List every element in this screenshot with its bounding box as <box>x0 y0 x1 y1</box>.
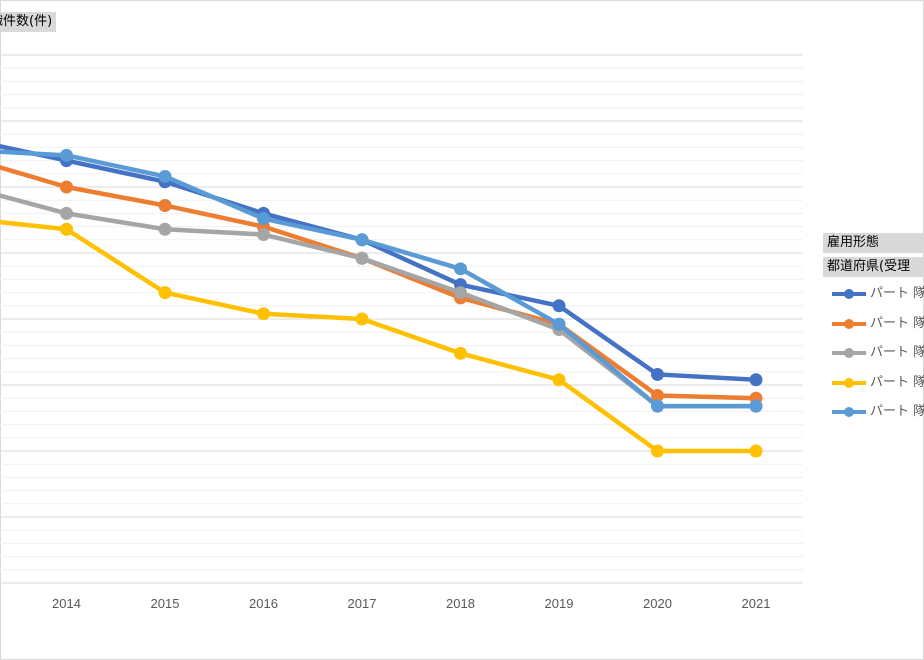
data-point[interactable] <box>158 286 172 300</box>
legend-label: パート 隊 <box>870 345 924 360</box>
legend-item[interactable]: パート 隊 <box>830 402 924 422</box>
legend-item[interactable]: パート 隊 <box>830 373 924 393</box>
data-point[interactable] <box>454 262 467 276</box>
legend-dot-swatch <box>844 348 854 358</box>
data-point[interactable] <box>60 222 73 236</box>
x-tick-label: 2015 <box>151 596 180 611</box>
data-point[interactable] <box>60 148 73 162</box>
data-point[interactable] <box>749 373 763 387</box>
x-tick-label: 2021 <box>742 596 771 611</box>
data-point[interactable] <box>257 307 270 321</box>
data-point[interactable] <box>60 180 73 194</box>
x-tick-label: 2016 <box>249 596 278 611</box>
data-point[interactable] <box>158 169 172 183</box>
legend-field-button-employment-type[interactable]: 雇用形態 <box>823 233 924 253</box>
legend-marker-icon <box>832 318 866 329</box>
data-point[interactable] <box>355 312 369 326</box>
series-layer <box>0 144 763 458</box>
legend-item[interactable]: パート 隊 <box>830 284 924 304</box>
series-5[interactable] <box>0 144 763 413</box>
data-point[interactable] <box>158 198 172 212</box>
data-point[interactable] <box>651 367 664 381</box>
legend-dot-swatch <box>844 377 854 388</box>
legend-dot-swatch <box>844 407 854 417</box>
data-point[interactable] <box>749 444 763 458</box>
series-line[interactable] <box>0 149 759 409</box>
legend-marker-icon <box>832 407 866 417</box>
data-point[interactable] <box>60 206 73 220</box>
data-point[interactable] <box>355 251 369 265</box>
x-tick-label: 2017 <box>348 596 377 611</box>
legend-field-button-prefecture[interactable]: 都道府県(受理 <box>823 257 924 277</box>
data-point[interactable] <box>651 399 664 413</box>
legend-label: パート 隊 <box>870 286 924 301</box>
x-tick-label: 2018 <box>446 596 475 611</box>
legend-label: パート 隊 <box>870 315 924 331</box>
legend-marker-icon <box>832 377 866 388</box>
x-axis-tick-labels: 2014 2015 2016 2017 2018 2019 2020 2021 <box>52 596 770 611</box>
data-point[interactable] <box>454 286 467 300</box>
data-point[interactable] <box>158 222 172 236</box>
value-field-button[interactable]: 織件数(件) <box>0 12 57 32</box>
legend-dot-swatch <box>844 289 854 299</box>
legend-label: パート 隊 <box>870 374 924 390</box>
legend-marker-icon <box>832 289 866 299</box>
gridlines <box>0 54 803 584</box>
data-point[interactable] <box>651 444 664 458</box>
series-line[interactable] <box>0 187 759 409</box>
data-point[interactable] <box>257 228 270 242</box>
data-point[interactable] <box>651 389 664 403</box>
x-tick-label: 2019 <box>545 596 574 611</box>
data-point[interactable] <box>552 299 566 313</box>
legend-item[interactable]: パート 隊 <box>830 314 924 334</box>
legend-label: パート 隊 <box>870 404 924 419</box>
data-point[interactable] <box>552 373 566 387</box>
x-tick-label: 2020 <box>643 596 672 611</box>
series-3[interactable] <box>0 181 763 413</box>
series-line[interactable] <box>0 219 759 454</box>
data-point[interactable] <box>749 399 763 413</box>
x-tick-label: 2014 <box>52 596 81 611</box>
legend-dot-swatch <box>844 318 854 329</box>
data-point[interactable] <box>355 233 369 247</box>
data-point[interactable] <box>257 212 270 226</box>
data-point[interactable] <box>552 317 566 331</box>
legend-item[interactable]: パート 隊 <box>830 343 924 363</box>
legend-marker-icon <box>832 348 866 358</box>
data-point[interactable] <box>454 346 467 360</box>
series-4[interactable] <box>0 212 763 458</box>
